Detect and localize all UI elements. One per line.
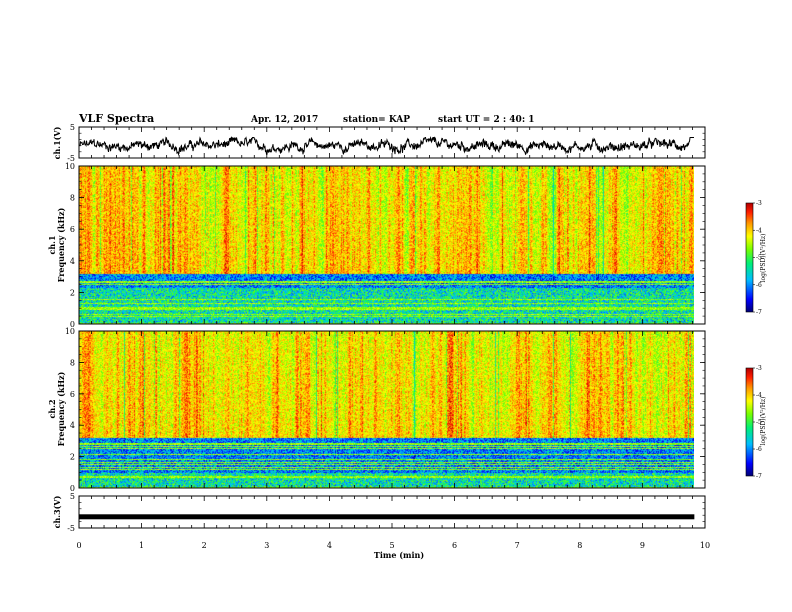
- x-tick-label: 8: [577, 541, 582, 550]
- y-tick-label: -5: [67, 154, 75, 163]
- x-tick-label: 4: [327, 541, 332, 550]
- x-tick-label: 0: [76, 541, 81, 550]
- colorbar-tick-label: -7: [756, 309, 762, 316]
- colorbar-tick-label: -3: [756, 365, 762, 372]
- x-tick-label: 3: [264, 541, 269, 550]
- colorbar-tick-label: -5: [756, 255, 762, 262]
- ch3-waveform-panel: 5 -5: [67, 492, 706, 533]
- colorbar-gradient: [746, 203, 753, 312]
- ch1-waveform-ylabel: ch.1(V): [52, 126, 62, 159]
- colorbar-tick-label: -6: [756, 446, 762, 453]
- ch3-waveform-line: [79, 514, 695, 520]
- ch1-frequency-label: Frequency (kHz): [56, 207, 66, 282]
- header-station: station= KAP: [343, 115, 410, 125]
- ch1-spectrogram-ylabel: ch.1: [47, 235, 57, 254]
- ch2-frequency-label: Frequency (kHz): [56, 371, 66, 446]
- ch1-colorbar: -3 -4 -5 -6 -7: [745, 200, 762, 316]
- y-tick-label: 5: [70, 123, 75, 132]
- y-tick-label: 10: [65, 162, 75, 171]
- ch3-waveform-ylabel: ch.3(V): [52, 495, 62, 528]
- x-tick-label: 6: [452, 541, 457, 550]
- colorbar-tick-label: -5: [756, 419, 762, 426]
- colorbar-gradient: [746, 368, 753, 476]
- x-tick-label: 1: [139, 541, 144, 550]
- y-tick-label: 2: [70, 453, 75, 462]
- y-tick-label: 8: [70, 358, 75, 367]
- x-axis-label: Time (min): [374, 550, 424, 560]
- y-tick-label: -5: [67, 524, 75, 533]
- y-tick-label: 4: [70, 257, 75, 266]
- figure-title: VLF Spectra: [78, 112, 154, 125]
- ch1-spectrogram-panel: 0 2 4 6 8 10: [65, 162, 706, 329]
- colorbar-tick-label: -7: [756, 473, 762, 480]
- ch2-spectrogram-panel: 0 2 4 6 8 10: [65, 327, 706, 493]
- header-start-ut: start UT = 2 : 40: 1: [438, 115, 535, 125]
- ch1-waveform-panel: 5 -5: [67, 123, 706, 163]
- colorbar-tick-label: -6: [756, 282, 762, 289]
- x-tick-label: 7: [515, 541, 520, 550]
- y-tick-label: 5: [70, 492, 75, 501]
- ch2-colorbar-label: log(PSD)(V²/Hz): [760, 397, 767, 446]
- y-tick-label: 6: [70, 225, 75, 234]
- y-tick-label: 2: [70, 288, 75, 297]
- ch2-colorbar: -3 -4 -5 -6 -7: [745, 365, 762, 480]
- y-tick-label: 0: [70, 484, 75, 493]
- y-tick-label: 8: [70, 194, 75, 203]
- x-tick-label: 10: [700, 541, 710, 550]
- x-tick-label: 9: [640, 541, 645, 550]
- y-tick-label: 4: [70, 421, 75, 430]
- colorbar-tick-label: -3: [756, 200, 762, 207]
- ch2-spectrogram-ylabel: ch.2: [47, 399, 57, 418]
- y-tick-label: 6: [70, 390, 75, 399]
- ch1-colorbar-label: log(PSD)(V²/Hz): [760, 234, 767, 283]
- y-tick-label: 10: [65, 327, 75, 336]
- ch1-waveform-line: [79, 136, 694, 156]
- colorbar-tick-label: -4: [756, 392, 762, 399]
- x-tick-label: 2: [202, 541, 207, 550]
- x-tick-label: 5: [389, 541, 394, 550]
- ch2-spectrogram-image: [79, 331, 694, 488]
- header-date: Apr. 12, 2017: [250, 115, 318, 125]
- x-tick-labels: 0 1 2 3 4 5 6 7 8 9 10: [76, 541, 710, 550]
- y-tick-label: 0: [70, 320, 75, 329]
- ch1-spectrogram-image: [79, 166, 694, 324]
- colorbar-tick-label: -4: [756, 227, 762, 234]
